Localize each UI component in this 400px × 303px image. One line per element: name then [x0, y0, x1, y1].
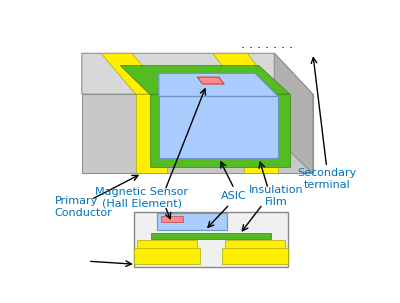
Bar [137, 240, 197, 250]
Polygon shape [120, 66, 290, 94]
Bar [134, 212, 288, 267]
Text: Magnetic Sensor
(Hall Element): Magnetic Sensor (Hall Element) [95, 187, 188, 209]
Bar [157, 213, 226, 230]
Bar [151, 234, 271, 239]
Polygon shape [244, 94, 278, 173]
Bar [134, 248, 200, 264]
Polygon shape [101, 53, 166, 94]
Text: Secondary
terminal: Secondary terminal [297, 168, 356, 190]
Polygon shape [82, 94, 313, 173]
Polygon shape [150, 94, 290, 167]
Bar [225, 240, 285, 250]
Text: Insulation
Film: Insulation Film [248, 185, 303, 207]
Polygon shape [82, 53, 313, 94]
Bar [161, 216, 183, 222]
Polygon shape [159, 73, 278, 96]
Polygon shape [136, 94, 166, 173]
Polygon shape [274, 53, 313, 173]
Text: Primary
Conductor: Primary Conductor [55, 197, 113, 218]
Text: ASIC: ASIC [221, 191, 247, 201]
Polygon shape [197, 77, 224, 84]
Polygon shape [159, 96, 278, 158]
Text: . . . . . . .: . . . . . . . [241, 38, 293, 51]
Polygon shape [213, 53, 278, 94]
Bar [222, 248, 288, 264]
